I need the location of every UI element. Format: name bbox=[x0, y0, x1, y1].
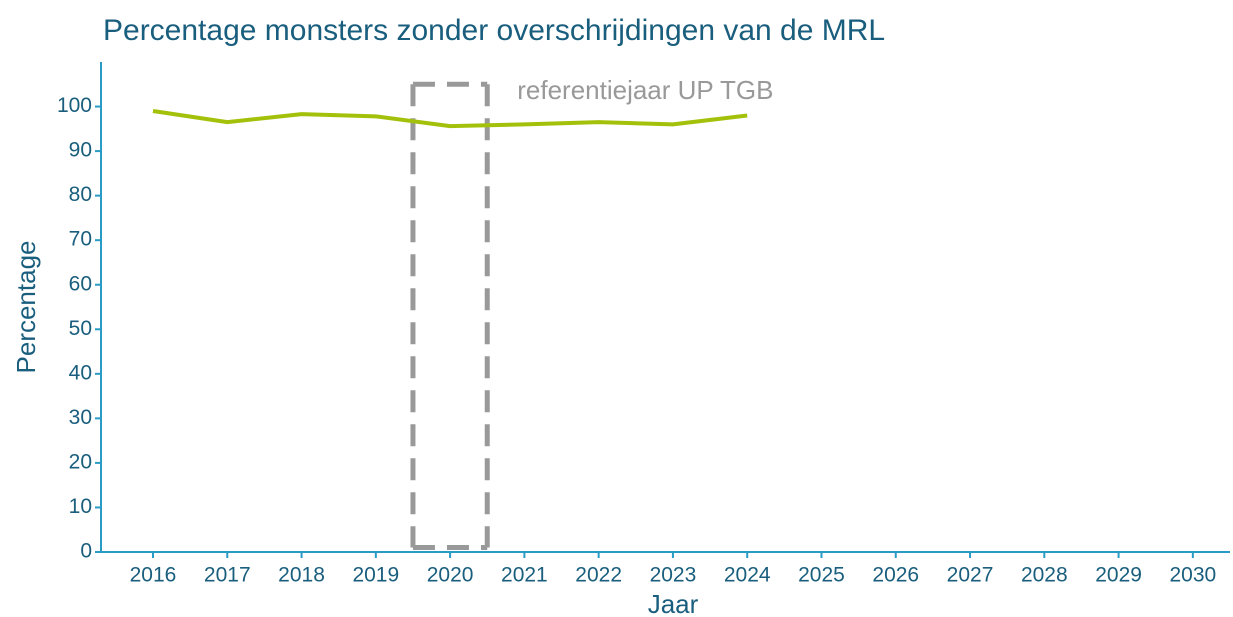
y-tick-label: 100 bbox=[57, 94, 92, 117]
x-tick-label: 2025 bbox=[798, 564, 845, 587]
x-tick-label: 2021 bbox=[501, 564, 548, 587]
x-tick-label: 2017 bbox=[204, 564, 251, 587]
x-axis-label: Jaar bbox=[648, 589, 699, 617]
x-tick-label: 2018 bbox=[278, 564, 325, 587]
y-tick-label: 70 bbox=[69, 228, 92, 251]
x-tick-label: 2024 bbox=[724, 564, 771, 587]
x-tick-label: 2030 bbox=[1170, 564, 1217, 587]
y-tick-label: 30 bbox=[69, 406, 92, 429]
x-tick-label: 2020 bbox=[427, 564, 474, 587]
y-tick-label: 90 bbox=[69, 139, 92, 162]
x-tick-label: 2029 bbox=[1095, 564, 1142, 587]
x-tick-label: 2027 bbox=[947, 564, 994, 587]
chart-title: Percentage monsters zonder overschrijdin… bbox=[103, 14, 885, 47]
x-tick-label: 2026 bbox=[872, 564, 919, 587]
x-tick-label: 2022 bbox=[575, 564, 622, 587]
y-tick-label: 80 bbox=[69, 183, 92, 206]
data-line bbox=[152, 109, 748, 129]
y-axis-label: Percentage bbox=[11, 241, 41, 374]
x-tick-label: 2028 bbox=[1021, 564, 1068, 587]
x-tick-label: 2019 bbox=[352, 564, 399, 587]
y-tick-label: 10 bbox=[69, 495, 92, 518]
x-tick-label: 2023 bbox=[650, 564, 697, 587]
y-tick-label: 50 bbox=[69, 317, 92, 340]
y-tick-label: 60 bbox=[69, 272, 92, 295]
y-tick-label: 0 bbox=[80, 540, 92, 563]
x-tick-label: 2016 bbox=[130, 564, 177, 587]
reference-label: referentiejaar UP TGB bbox=[517, 75, 773, 105]
y-tick-label: 20 bbox=[69, 450, 92, 473]
y-tick-label: 40 bbox=[69, 361, 92, 384]
